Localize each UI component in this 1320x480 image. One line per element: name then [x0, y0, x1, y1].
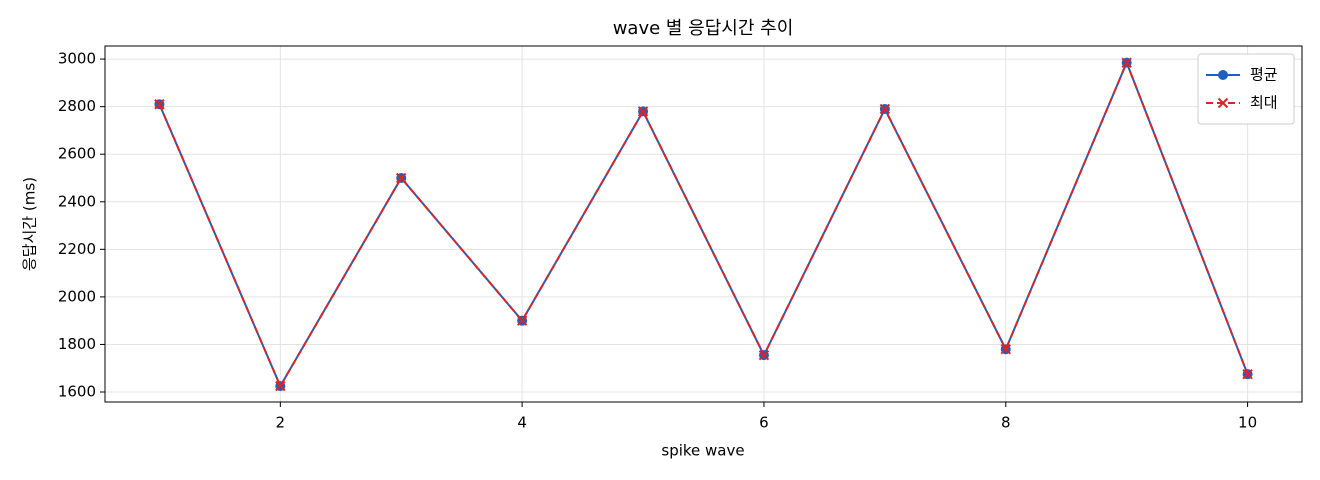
legend-label: 최대	[1250, 94, 1278, 112]
marker	[516, 315, 528, 326]
marker	[1121, 57, 1132, 68]
marker	[879, 103, 891, 115]
y-tick-label: 1800	[58, 335, 96, 353]
marker	[1000, 343, 1011, 355]
marker	[758, 349, 770, 361]
series-line	[158, 59, 1249, 389]
x-tick-label: 4	[517, 414, 527, 432]
x-tick-label: 6	[759, 414, 769, 432]
plot-frame	[104, 45, 1303, 403]
x-tick-label: 10	[1238, 414, 1257, 432]
x-tick-label: 8	[1001, 414, 1011, 432]
marker	[637, 106, 649, 117]
y-tick-label: 2200	[58, 240, 96, 258]
legend-box	[1197, 53, 1295, 125]
y-tick-label: 2800	[58, 97, 96, 115]
y-tick-label: 1600	[58, 383, 96, 401]
legend-marker	[1218, 70, 1228, 80]
marker	[154, 99, 165, 110]
chart-title: wave 별 응답시간 추이	[613, 18, 794, 39]
y-tick-label: 2600	[58, 145, 96, 163]
legend-label: 평균	[1250, 66, 1278, 84]
marker	[275, 380, 286, 392]
y-tick-label: 3000	[58, 50, 96, 68]
legend-marker	[1217, 97, 1229, 109]
marker	[1242, 368, 1253, 380]
y-tick-label: 2000	[58, 287, 96, 305]
x-tick-label: 2	[276, 414, 286, 432]
y-tick-label: 2400	[58, 192, 96, 210]
x-axis-label: spike wave	[661, 442, 744, 460]
marker	[396, 172, 407, 184]
y-axis-label: 응답시간 (ms)	[21, 177, 39, 271]
